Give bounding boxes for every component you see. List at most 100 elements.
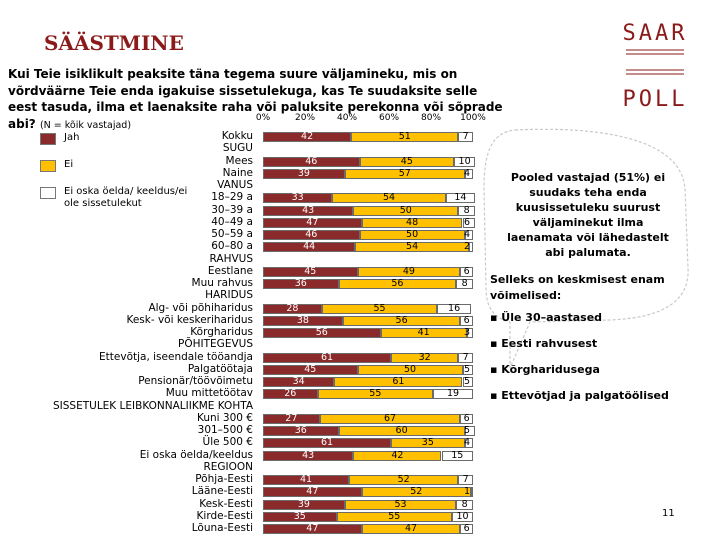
- x-tick-label: 60%: [378, 113, 400, 123]
- bar-segment-ei: [344, 499, 457, 510]
- bar-segment-ei: [344, 168, 465, 179]
- x-tick-label: 100%: [460, 113, 486, 123]
- page-number: 11: [662, 508, 675, 519]
- row-label: Ettevõtja, iseendale tööandja: [99, 350, 253, 363]
- bar-segment-ei: [456, 499, 473, 510]
- bar-segment-ei: [357, 364, 463, 375]
- data-label: 49: [402, 265, 415, 277]
- data-label: 41: [417, 327, 430, 338]
- bar-segment-jah: [263, 438, 392, 449]
- bar-segment-ei: [361, 217, 463, 228]
- bar-segment-ei: [441, 450, 473, 461]
- bar-segment-ei: [452, 511, 473, 522]
- data-label: 57: [398, 167, 411, 179]
- data-label: 19: [447, 388, 460, 400]
- saar-poll-logo: SAAR POLL: [623, 21, 688, 108]
- row-label: Kõrgharidus: [190, 326, 253, 338]
- data-label: 1: [463, 486, 471, 498]
- data-label: 61: [321, 351, 334, 363]
- data-label: 47: [405, 523, 418, 534]
- data-label: 52: [410, 486, 423, 498]
- data-label: 53: [394, 498, 407, 510]
- row-label: 301–500 €: [197, 424, 253, 436]
- slide-title: SÄÄSTMINE: [44, 31, 184, 55]
- x-tick-label: 40%: [336, 113, 358, 123]
- data-label: 14: [454, 192, 467, 204]
- bar-segment-jah: [263, 230, 360, 240]
- bar-segment-ei: [391, 352, 459, 363]
- bar-segment-ei: [319, 413, 461, 424]
- row-label: 30–39 a: [211, 203, 253, 216]
- bar-segment-ei: [458, 205, 476, 216]
- data-label: 15: [451, 449, 464, 461]
- bar-segment-ei: [351, 132, 459, 142]
- data-label: 48: [406, 216, 419, 228]
- capable-heading: Selleks on keskmisest enam võimelised:: [490, 273, 665, 302]
- data-label: 43: [302, 449, 315, 461]
- bar-segment-ei: [342, 315, 461, 326]
- bar-segment-ei: [359, 230, 465, 240]
- data-label: 56: [391, 278, 404, 289]
- bar-segment-ei: [355, 242, 469, 253]
- bar-segment-jah: [263, 475, 350, 485]
- data-label: 32: [418, 351, 431, 363]
- bar-segment-ei: [460, 524, 473, 534]
- data-label: 5: [463, 363, 471, 375]
- data-label: 50: [403, 363, 417, 375]
- data-label: 7: [462, 131, 469, 142]
- bar-segment-ei: [470, 487, 473, 498]
- category-header: SISSETULEK LEIBKONNALIIKME KOHTA: [53, 399, 253, 412]
- bar-segment-jah: [263, 377, 335, 387]
- legend-swatch-eos: [40, 187, 56, 199]
- row-label: Kirde-Eesti: [196, 509, 253, 522]
- row-label: Palgatöötaja: [187, 362, 253, 375]
- data-label: 38: [296, 314, 309, 326]
- bar-segment-ei: [462, 364, 473, 375]
- bar-segment-ei: [317, 389, 434, 400]
- bar-segment-jah: [263, 328, 381, 338]
- data-label: 7: [462, 351, 469, 363]
- bar-segment-jah: [263, 132, 352, 142]
- bar-segment-ei: [336, 511, 452, 522]
- data-label: 8: [461, 498, 468, 510]
- data-label: 35: [421, 437, 434, 449]
- legend-label-eos: Ei oska öelda/ keeldus/ei ole sissetulek…: [64, 186, 188, 209]
- data-label: 5: [463, 425, 471, 436]
- data-label: 51: [398, 131, 411, 142]
- bar-segment-ei: [353, 205, 459, 216]
- data-label: 54: [406, 241, 419, 253]
- bar-segment-jah: [263, 364, 358, 375]
- bar-segment-ei: [464, 168, 473, 179]
- data-label: 7: [462, 474, 469, 485]
- bar-segment-ei: [445, 193, 476, 204]
- bar-segment-ei: [462, 377, 473, 387]
- x-tick-label: 0%: [255, 113, 271, 123]
- category-header: REGIOON: [203, 460, 253, 473]
- bar-segment-ei: [359, 156, 455, 167]
- row-label: Lõuna-Eesti: [191, 522, 253, 534]
- data-label: 50: [399, 204, 412, 216]
- data-label: 61: [392, 376, 405, 387]
- bar-segment-ei: [391, 438, 465, 449]
- bar-segment-jah: [263, 205, 354, 216]
- data-label: 61: [321, 437, 334, 449]
- bar-segment-jah: [263, 193, 333, 204]
- bar-segment-ei: [353, 450, 442, 461]
- data-label: 2: [463, 241, 471, 253]
- data-label: 16: [448, 302, 461, 314]
- logo-text-bottom: POLL: [623, 87, 688, 108]
- data-label: 6: [463, 265, 470, 277]
- data-label: 4: [463, 167, 471, 179]
- data-label: 56: [315, 327, 328, 338]
- data-label: 8: [461, 278, 468, 289]
- data-label: 36: [294, 278, 307, 289]
- data-label: 47: [306, 523, 319, 534]
- data-label: 67: [384, 412, 397, 424]
- data-label: 36: [294, 425, 307, 436]
- bar-segment-jah: [263, 426, 339, 436]
- bar-segment-jah: [263, 303, 322, 314]
- data-label: 56: [395, 314, 408, 326]
- data-label: 55: [388, 510, 401, 522]
- x-tick-label: 80%: [420, 113, 442, 123]
- bar-segment-ei: [464, 426, 476, 436]
